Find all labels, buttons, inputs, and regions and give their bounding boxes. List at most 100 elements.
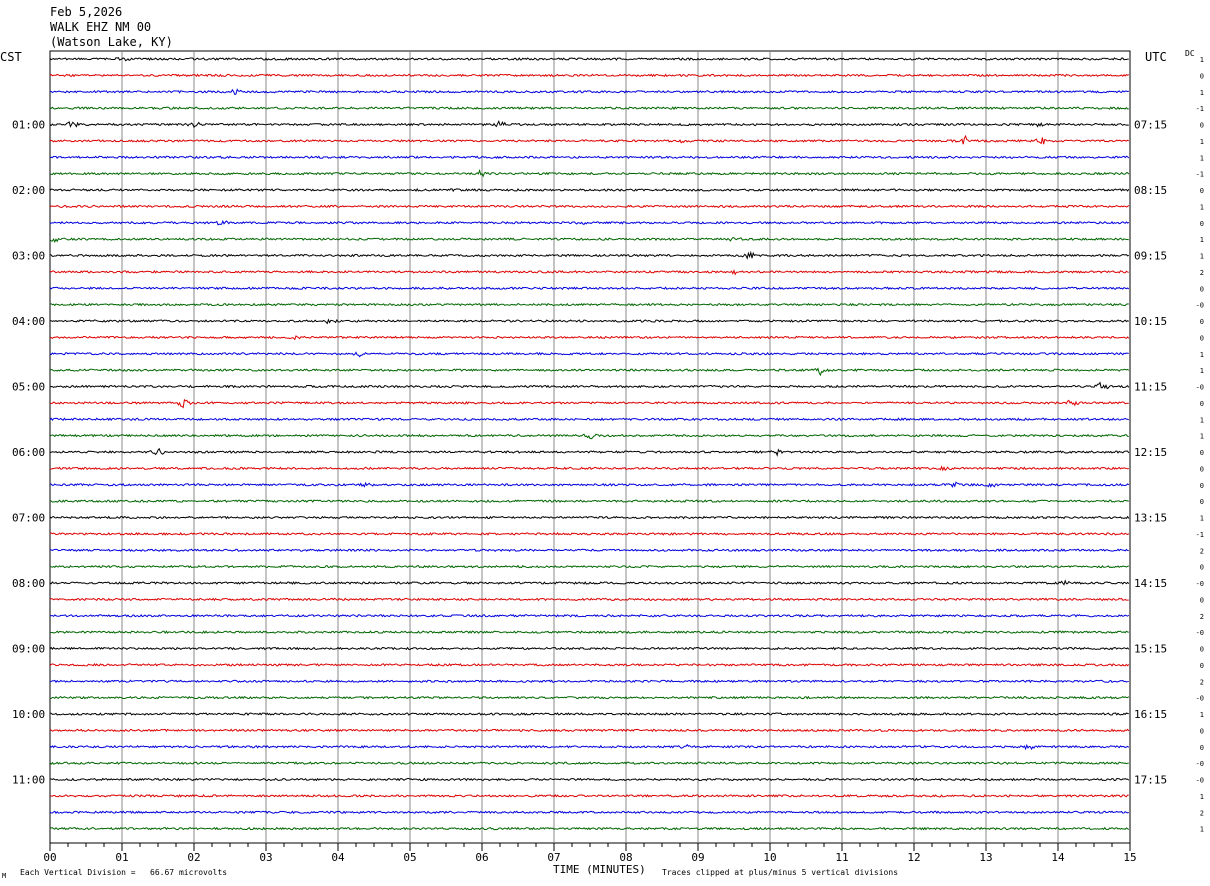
x-tick-label: 05: [403, 851, 416, 864]
dc-offset-label: 0: [1200, 72, 1204, 80]
dc-offset-label: 0: [1200, 334, 1204, 342]
left-hour-label: 05:00: [12, 381, 45, 394]
left-hour-label: 02:00: [12, 184, 45, 197]
trace-row: [49, 794, 1129, 798]
dc-offset-label: -1: [1196, 171, 1204, 179]
trace-row: [49, 155, 1130, 160]
trace-row: [49, 318, 1130, 325]
trace-row: [49, 302, 1129, 307]
x-tick-label: 02: [187, 851, 200, 864]
x-tick-label: 00: [43, 851, 56, 864]
trace-row: [49, 695, 1130, 700]
dc-offset-label: 1: [1200, 826, 1204, 834]
trace-row: [49, 810, 1129, 815]
dc-offset-label: 0: [1200, 220, 1204, 228]
trace-row: [49, 663, 1130, 667]
right-timezone: UTC: [1145, 50, 1167, 64]
right-hour-label: 11:15: [1134, 381, 1167, 394]
left-hour-label: 07:00: [12, 512, 45, 525]
dc-offset-label: -0: [1196, 384, 1204, 392]
trace-row: [49, 237, 1129, 244]
trace-row: [49, 447, 1130, 457]
trace-row: [49, 134, 1130, 145]
dc-offset-label: 2: [1200, 678, 1204, 686]
x-tick-label: 13: [979, 851, 992, 864]
header-date: Feb 5,2026: [50, 5, 122, 19]
x-tick-label: 06: [475, 851, 488, 864]
dc-offset-label: 1: [1200, 253, 1204, 261]
x-tick-label: 01: [115, 851, 128, 864]
trace-row: [49, 188, 1130, 193]
trace-row: [49, 169, 1130, 178]
trace-row: [49, 56, 1129, 62]
trace-row: [49, 219, 1130, 226]
dc-offset-label: 1: [1200, 793, 1204, 801]
trace-row: [49, 88, 1129, 96]
dc-offset-label: 0: [1200, 465, 1204, 473]
trace-row: [49, 630, 1129, 635]
trace-row: [49, 515, 1130, 520]
trace-row: [49, 646, 1130, 651]
right-hour-label: 17:15: [1134, 774, 1167, 787]
dc-offset-label: 0: [1200, 596, 1204, 604]
plot-frame: [49, 50, 1131, 844]
dc-offset-label: -0: [1196, 302, 1204, 310]
x-tick-label: 15: [1123, 851, 1136, 864]
right-hour-label: 09:15: [1134, 250, 1167, 263]
trace-row: [49, 826, 1130, 831]
dc-offset-label: 0: [1200, 482, 1204, 490]
dc-offset-label: 1: [1200, 433, 1204, 441]
dc-offset-label: 1: [1200, 416, 1204, 424]
header-station: WALK EHZ NM 00: [50, 20, 151, 34]
trace-row: [49, 381, 1130, 390]
dc-offset-label: 1: [1200, 138, 1204, 146]
dc-label: DC: [1185, 49, 1195, 58]
x-tick-label: 08: [619, 851, 632, 864]
dc-offset-label: 0: [1200, 564, 1204, 572]
dc-offset-label: 1: [1200, 89, 1204, 97]
trace-row: [49, 286, 1130, 291]
x-tick-label: 04: [331, 851, 345, 864]
left-timezone: CST: [0, 50, 22, 64]
dc-offset-label: 0: [1200, 449, 1204, 457]
dc-offset-label: -0: [1196, 760, 1204, 768]
trace-row: [49, 564, 1130, 569]
trace-row: [49, 743, 1130, 751]
left-hour-label: 08:00: [12, 577, 45, 590]
dc-offset-label: 0: [1200, 187, 1204, 195]
dc-offset-label: 0: [1200, 400, 1204, 408]
dc-offset-label: 0: [1200, 727, 1204, 735]
trace-row: [49, 417, 1130, 422]
dc-offset-label: 1: [1200, 367, 1204, 375]
left-hour-label: 09:00: [12, 643, 45, 656]
dc-offset-label: 2: [1200, 809, 1204, 817]
trace-row: [49, 367, 1130, 377]
left-hour-label: 10:00: [12, 708, 45, 721]
dc-offset-label: 0: [1200, 646, 1204, 654]
trace-row: [49, 579, 1130, 586]
x-axis-title: TIME (MINUTES): [553, 863, 646, 876]
clip-note: Traces clipped at plus/minus 5 vertical …: [662, 868, 898, 877]
dc-offset-label: 0: [1200, 318, 1204, 326]
trace-row: [50, 548, 1129, 553]
seismic-traces: [49, 56, 1130, 831]
right-hour-label: 14:15: [1134, 577, 1167, 590]
dc-offset-label: 2: [1200, 547, 1204, 555]
corner-mark: M: [2, 872, 6, 880]
dc-offset-label: 1: [1200, 351, 1204, 359]
x-tick-label: 11: [835, 851, 848, 864]
grid-lines: [49, 50, 1131, 851]
right-hour-label: 08:15: [1134, 184, 1167, 197]
dc-offset-label: -0: [1196, 777, 1204, 785]
dc-offset-label: -0: [1196, 695, 1204, 703]
right-hour-label: 07:15: [1134, 119, 1167, 132]
right-hour-label: 15:15: [1134, 643, 1167, 656]
trace-row: [49, 613, 1130, 618]
dc-offset-label: -0: [1196, 580, 1204, 588]
dc-offset-label: 0: [1200, 662, 1204, 670]
left-hour-label: 11:00: [12, 774, 45, 787]
trace-row: [49, 398, 1129, 409]
axis-labels: 00 01 02 03 04 05 06 07 08 09 10 11 12 13 14 15101-1011…: [12, 56, 1204, 864]
dc-offset-label: 2: [1200, 613, 1204, 621]
